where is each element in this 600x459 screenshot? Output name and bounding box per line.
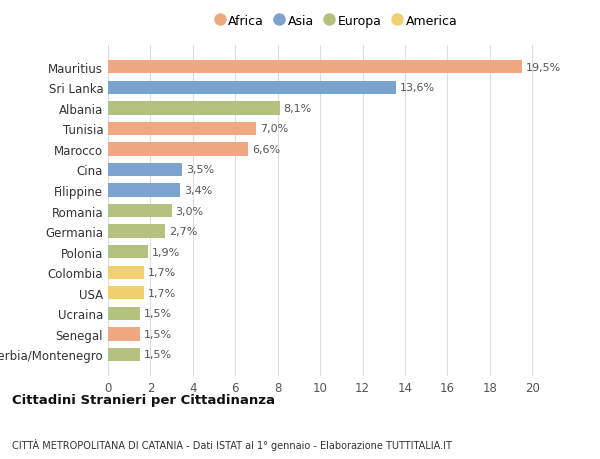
Bar bbox=[108, 225, 165, 238]
Bar bbox=[108, 266, 144, 280]
Text: 6,6%: 6,6% bbox=[252, 145, 280, 155]
Text: 13,6%: 13,6% bbox=[400, 83, 436, 93]
Legend: Africa, Asia, Europa, America: Africa, Asia, Europa, America bbox=[212, 12, 460, 30]
Text: 1,7%: 1,7% bbox=[148, 268, 176, 278]
Bar bbox=[108, 246, 148, 259]
Text: 19,5%: 19,5% bbox=[526, 62, 560, 73]
Text: 2,7%: 2,7% bbox=[169, 227, 197, 237]
Bar bbox=[108, 286, 144, 300]
Text: 1,5%: 1,5% bbox=[143, 309, 172, 319]
Bar bbox=[108, 348, 140, 361]
Text: 7,0%: 7,0% bbox=[260, 124, 289, 134]
Bar bbox=[108, 123, 256, 136]
Bar bbox=[108, 307, 140, 320]
Bar bbox=[108, 81, 397, 95]
Text: Cittadini Stranieri per Cittadinanza: Cittadini Stranieri per Cittadinanza bbox=[12, 393, 275, 406]
Bar bbox=[108, 328, 140, 341]
Bar bbox=[108, 163, 182, 177]
Text: 1,7%: 1,7% bbox=[148, 288, 176, 298]
Bar bbox=[108, 102, 280, 115]
Text: 1,5%: 1,5% bbox=[143, 350, 172, 360]
Text: 3,4%: 3,4% bbox=[184, 185, 212, 196]
Bar bbox=[108, 204, 172, 218]
Text: 3,0%: 3,0% bbox=[175, 206, 203, 216]
Text: CITTÀ METROPOLITANA DI CATANIA - Dati ISTAT al 1° gennaio - Elaborazione TUTTITA: CITTÀ METROPOLITANA DI CATANIA - Dati IS… bbox=[12, 438, 452, 450]
Bar bbox=[108, 61, 521, 74]
Text: 1,5%: 1,5% bbox=[143, 329, 172, 339]
Text: 8,1%: 8,1% bbox=[284, 104, 312, 113]
Text: 1,9%: 1,9% bbox=[152, 247, 181, 257]
Bar bbox=[108, 184, 180, 197]
Text: 3,5%: 3,5% bbox=[186, 165, 214, 175]
Bar bbox=[108, 143, 248, 156]
